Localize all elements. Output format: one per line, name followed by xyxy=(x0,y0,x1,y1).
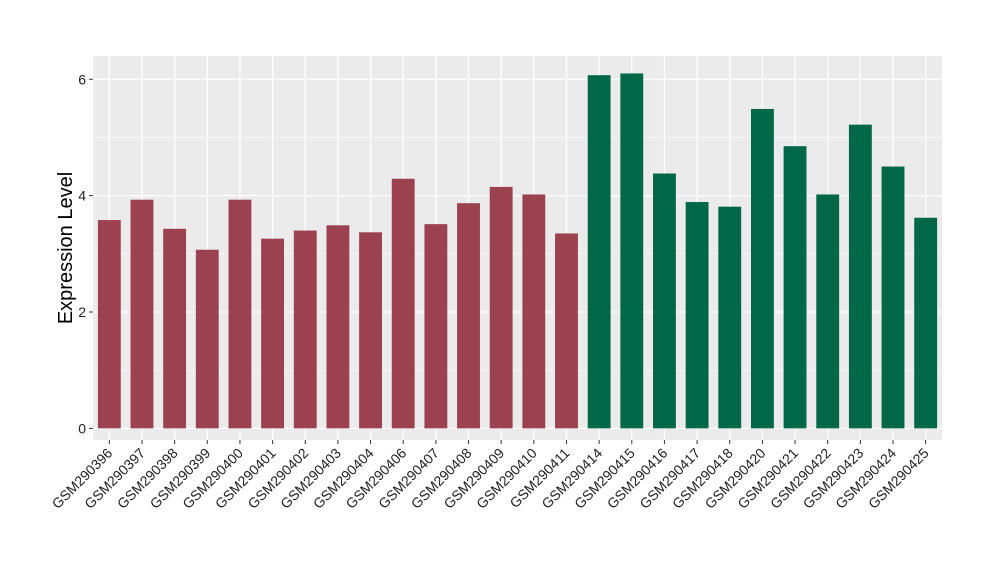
bar-GSM290422 xyxy=(816,194,840,429)
bar-GSM290416 xyxy=(653,173,676,429)
bar-GSM290408 xyxy=(457,203,480,429)
x-axis: GSM290396GSM290397GSM290398GSM290399GSM2… xyxy=(49,440,932,512)
y-tick-label: 6 xyxy=(78,71,86,87)
bar-GSM290396 xyxy=(97,220,121,429)
bar-GSM290410 xyxy=(522,194,546,429)
bar-GSM290411 xyxy=(555,233,578,429)
bar-GSM290414 xyxy=(587,75,611,429)
bar-GSM290407 xyxy=(424,224,448,429)
y-tick-label: 4 xyxy=(78,188,86,204)
y-tick-label: 2 xyxy=(78,304,86,320)
y-tick-label: 0 xyxy=(78,420,86,436)
bar-GSM290423 xyxy=(848,124,872,429)
bar-GSM290420 xyxy=(750,108,774,429)
bar-GSM290417 xyxy=(685,202,709,429)
bar-GSM290404 xyxy=(359,232,382,429)
bar-GSM290397 xyxy=(130,199,154,429)
bar-GSM290401 xyxy=(261,238,285,429)
bar-GSM290421 xyxy=(783,146,807,429)
plot-panel xyxy=(93,56,942,440)
bar-GSM290424 xyxy=(881,166,905,429)
bar-GSM290415 xyxy=(620,73,644,429)
bars xyxy=(97,73,938,429)
bar-GSM290400 xyxy=(228,199,252,429)
bar-GSM290399 xyxy=(195,249,219,429)
bar-GSM290403 xyxy=(326,225,350,429)
bar-GSM290406 xyxy=(391,178,415,429)
y-axis-title: Expression Level xyxy=(55,172,77,324)
bar-GSM290409 xyxy=(489,186,513,429)
y-axis: 0 2 4 6 xyxy=(78,71,93,436)
bar-GSM290402 xyxy=(293,230,317,429)
bar-GSM290398 xyxy=(163,228,187,429)
bar-GSM290425 xyxy=(914,217,938,429)
bar-GSM290418 xyxy=(718,206,742,429)
